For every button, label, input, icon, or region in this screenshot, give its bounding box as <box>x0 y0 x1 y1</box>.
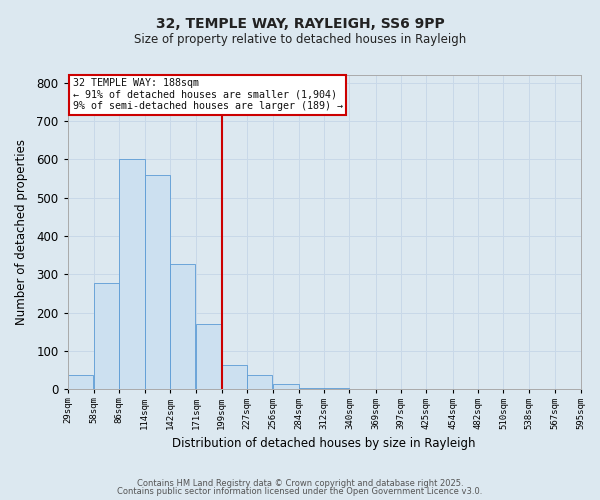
Text: 32 TEMPLE WAY: 188sqm
← 91% of detached houses are smaller (1,904)
9% of semi-de: 32 TEMPLE WAY: 188sqm ← 91% of detached … <box>73 78 343 112</box>
Bar <box>299 388 324 390</box>
Bar <box>119 160 145 390</box>
Bar <box>68 376 93 390</box>
Bar <box>196 324 221 390</box>
Text: 32, TEMPLE WAY, RAYLEIGH, SS6 9PP: 32, TEMPLE WAY, RAYLEIGH, SS6 9PP <box>155 18 445 32</box>
Bar <box>274 384 299 390</box>
Text: Contains HM Land Registry data © Crown copyright and database right 2025.: Contains HM Land Registry data © Crown c… <box>137 478 463 488</box>
Text: Size of property relative to detached houses in Rayleigh: Size of property relative to detached ho… <box>134 32 466 46</box>
Bar <box>221 366 247 390</box>
Bar <box>555 388 581 390</box>
Bar <box>145 174 170 390</box>
X-axis label: Distribution of detached houses by size in Rayleigh: Distribution of detached houses by size … <box>172 437 476 450</box>
Bar <box>170 264 196 390</box>
Bar <box>247 376 272 390</box>
Text: Contains public sector information licensed under the Open Government Licence v3: Contains public sector information licen… <box>118 487 482 496</box>
Y-axis label: Number of detached properties: Number of detached properties <box>15 139 28 325</box>
Bar <box>94 283 119 390</box>
Bar <box>324 388 349 390</box>
